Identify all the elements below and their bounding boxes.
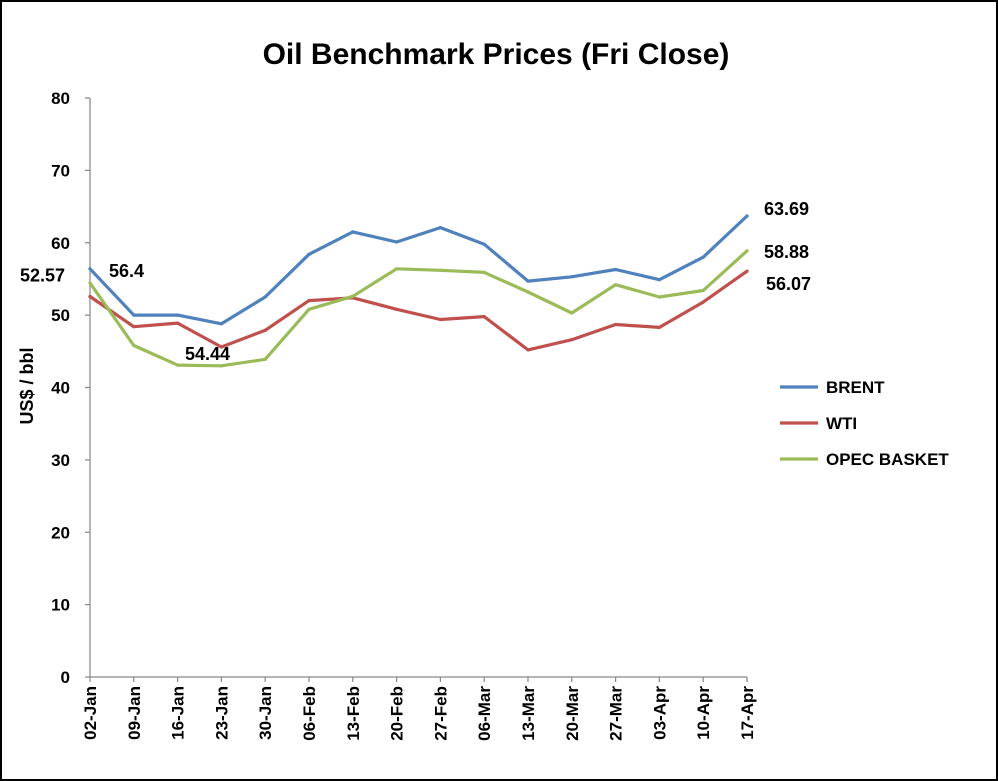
data-point [395,307,399,311]
x-tick-label: 09-Jan [125,686,144,740]
data-point [701,288,705,293]
y-tick-label: 0 [61,668,70,687]
data-point [745,249,749,253]
data-point [176,363,180,367]
x-tick-label: 20-Mar [563,686,582,741]
x-tick-label: 13-Feb [344,686,363,741]
x-tick-label: 20-Feb [388,686,407,741]
y-tick-label: 70 [51,161,70,180]
data-point [132,343,136,348]
chart-title: Oil Benchmark Prices (Fri Close) [263,38,730,71]
data-point [745,269,749,273]
data-point [657,325,662,330]
data-point [88,267,92,271]
data-point [88,281,92,285]
data-point [614,267,618,272]
y-tick-label: 20 [51,523,70,542]
data-point [570,275,574,279]
data-label: 56.07 [766,274,811,294]
data-point [307,299,311,303]
data-point [570,311,574,315]
y-tick-label: 30 [51,451,70,470]
x-tick-label: 23-Jan [212,686,231,740]
x-tick-label: 13-Mar [519,686,538,741]
legend-label: OPEC BASKET [826,450,949,469]
data-point [526,279,530,283]
data-point [219,322,223,326]
data-point [307,307,311,311]
x-tick-label: 30-Jan [256,686,275,740]
data-point [219,364,223,368]
data-point [307,252,311,256]
data-label: 63.69 [764,199,809,219]
data-point [482,270,486,275]
data-point [263,295,267,299]
data-point [657,295,662,299]
y-tick-label: 10 [51,596,70,615]
series-line-opec-basket [88,249,749,368]
x-tick-label: 10-Apr [694,686,713,740]
data-label: 58.88 [764,242,809,262]
x-tick-label: 03-Apr [650,686,669,740]
data-label: 56.4 [109,261,144,281]
data-point [351,294,355,298]
y-tick-label: 50 [51,306,70,325]
data-point [526,348,530,352]
x-tick-label: 06-Feb [300,686,319,741]
x-tick-label: 17-Apr [738,686,757,740]
legend-label: WTI [826,414,857,433]
y-tick-label: 60 [51,234,70,253]
data-point [614,322,618,327]
x-tick-label: 02-Jan [81,686,100,740]
data-point [132,325,136,329]
data-point [132,313,136,317]
data-point [219,345,223,349]
data-point [526,290,530,294]
y-tick-label: 40 [51,379,70,398]
data-point [395,240,399,244]
data-point [482,314,486,319]
data-point [438,268,442,272]
data-label: 52.57 [20,266,65,286]
data-point [176,321,180,325]
data-point [395,267,399,271]
data-point [438,317,442,322]
x-tick-label: 27-Feb [431,686,450,741]
x-tick-label: 27-Mar [607,686,626,741]
data-point [438,225,442,230]
data-point [570,338,574,342]
data-point [745,214,749,218]
data-point [701,300,705,304]
data-point [614,283,618,287]
x-tick-label: 16-Jan [169,686,188,740]
x-tick-label: 06-Mar [475,686,494,741]
data-point [351,230,355,234]
data-point [482,242,486,246]
data-point [263,357,267,361]
data-point [263,328,267,332]
legend-label: BRENT [826,378,885,397]
y-axis-label: US$ / bbl [17,347,37,424]
series-line-brent [88,214,749,326]
data-point [657,278,662,282]
series-line-wti [88,269,749,352]
data-point [176,313,180,317]
y-tick-label: 80 [51,89,70,108]
data-label: 54.44 [185,344,230,364]
data-point [88,294,92,299]
data-point [701,255,705,259]
